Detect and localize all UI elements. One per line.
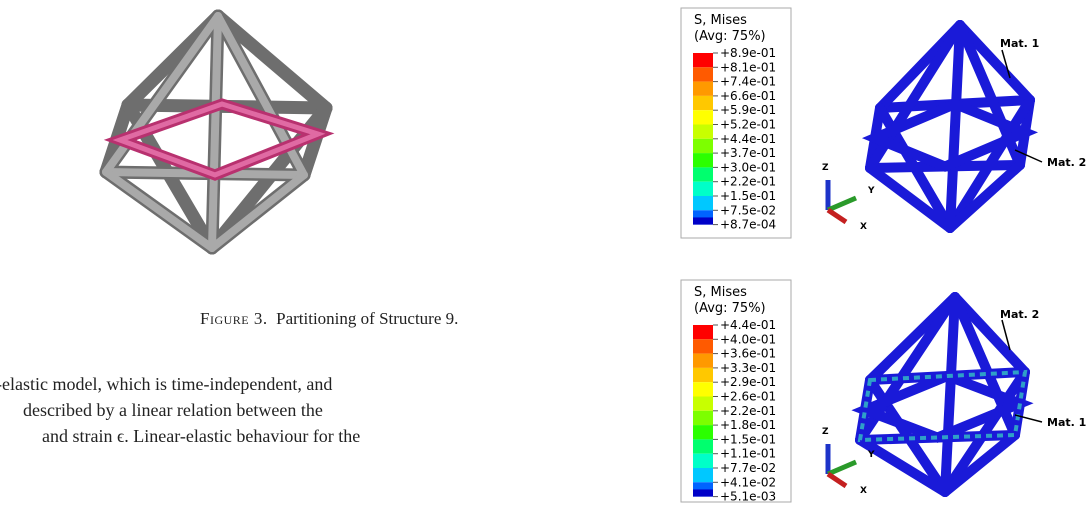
axis-label: Y bbox=[867, 450, 875, 460]
legend-value: +3.3e-01 bbox=[720, 361, 776, 375]
axis-label: Y bbox=[867, 186, 875, 196]
stress-structure bbox=[860, 297, 1025, 492]
strut bbox=[945, 297, 955, 492]
axis-x bbox=[828, 474, 846, 486]
legend-value: +8.9e-01 bbox=[720, 46, 776, 60]
legend-value: +7.7e-02 bbox=[720, 461, 776, 475]
legend-value: +4.4e-01 bbox=[720, 132, 776, 146]
axis-y bbox=[828, 462, 856, 474]
figure-caption: Figure 3. Partitioning of Structure 9. bbox=[200, 309, 458, 329]
paragraph: -elastic model, which is time-independen… bbox=[0, 371, 360, 449]
axis-label: X bbox=[860, 486, 867, 496]
legend-value: +1.1e-01 bbox=[720, 447, 776, 461]
octahedron-partition bbox=[106, 16, 326, 248]
legend-value: +2.2e-01 bbox=[720, 404, 776, 418]
color-band bbox=[693, 53, 713, 67]
color-band bbox=[693, 425, 713, 439]
axis-label: Z bbox=[822, 427, 829, 437]
legend-value: +2.9e-01 bbox=[720, 375, 776, 389]
legend-value: +5.9e-01 bbox=[720, 103, 776, 117]
color-band bbox=[693, 217, 713, 224]
legend-value: +8.1e-01 bbox=[720, 60, 776, 74]
color-band bbox=[693, 354, 713, 368]
color-band bbox=[693, 368, 713, 382]
color-band bbox=[693, 325, 713, 339]
axis-label: Z bbox=[822, 163, 829, 173]
color-band bbox=[693, 397, 713, 411]
color-band bbox=[693, 454, 713, 468]
color-band bbox=[693, 489, 713, 496]
axis-y bbox=[828, 198, 856, 210]
text-line: described by a linear relation between t… bbox=[0, 397, 360, 423]
legend-value: +2.2e-01 bbox=[720, 175, 776, 189]
color-band bbox=[693, 196, 713, 210]
legend-value: +3.7e-01 bbox=[720, 146, 776, 160]
color-band bbox=[693, 382, 713, 396]
text-line: -elastic model, which is time-independen… bbox=[0, 371, 360, 397]
annotation: Mat. 1 bbox=[1000, 37, 1039, 50]
color-band bbox=[693, 110, 713, 124]
legend-subtitle: (Avg: 75%) bbox=[694, 301, 766, 316]
legend-value: +5.2e-01 bbox=[720, 118, 776, 132]
legend-value: +4.0e-01 bbox=[720, 332, 776, 346]
strut bbox=[950, 25, 960, 228]
color-band bbox=[693, 96, 713, 110]
legend-value: +1.5e-01 bbox=[720, 189, 776, 203]
legend-value: +6.6e-01 bbox=[720, 89, 776, 103]
legend-title: S, Mises bbox=[694, 285, 747, 300]
caption-label: Figure 3. bbox=[200, 309, 268, 328]
legend-value: +2.6e-01 bbox=[720, 390, 776, 404]
legend-value: +4.1e-02 bbox=[720, 475, 776, 489]
annotation: Mat. 2 bbox=[1000, 308, 1039, 321]
legend-value: +5.1e-03 bbox=[720, 490, 776, 504]
color-band bbox=[693, 125, 713, 139]
axis-label: X bbox=[860, 222, 867, 232]
legend-subtitle: (Avg: 75%) bbox=[694, 29, 766, 44]
legend-value: +1.5e-01 bbox=[720, 432, 776, 446]
annotation: Mat. 2 bbox=[1047, 156, 1086, 169]
color-band bbox=[693, 411, 713, 425]
text-line: and strain ϵ. Linear-elastic behaviour f… bbox=[0, 423, 360, 449]
legend-title: S, Mises bbox=[694, 13, 747, 28]
color-band bbox=[693, 182, 713, 196]
color-band bbox=[693, 67, 713, 81]
stress-structure bbox=[870, 25, 1030, 228]
color-band bbox=[693, 82, 713, 96]
legend-value: +8.7e-04 bbox=[720, 218, 776, 232]
legend-value: +7.5e-02 bbox=[720, 203, 776, 217]
legend-value: +3.6e-01 bbox=[720, 347, 776, 361]
legend-value: +3.0e-01 bbox=[720, 160, 776, 174]
color-band bbox=[693, 339, 713, 353]
legend-value: +7.4e-01 bbox=[720, 75, 776, 89]
legend-value: +4.4e-01 bbox=[720, 318, 776, 332]
axis-x bbox=[828, 210, 846, 222]
color-band bbox=[693, 167, 713, 181]
caption-text: Partitioning of Structure 9. bbox=[276, 309, 458, 328]
color-band bbox=[693, 468, 713, 482]
color-band bbox=[693, 439, 713, 453]
legend-value: +1.8e-01 bbox=[720, 418, 776, 432]
page: S, Mises(Avg: 75%)+8.9e-01+8.1e-01+7.4e-… bbox=[0, 0, 1089, 509]
color-band bbox=[693, 153, 713, 167]
color-band bbox=[693, 139, 713, 153]
annotation: Mat. 1 bbox=[1047, 416, 1086, 429]
